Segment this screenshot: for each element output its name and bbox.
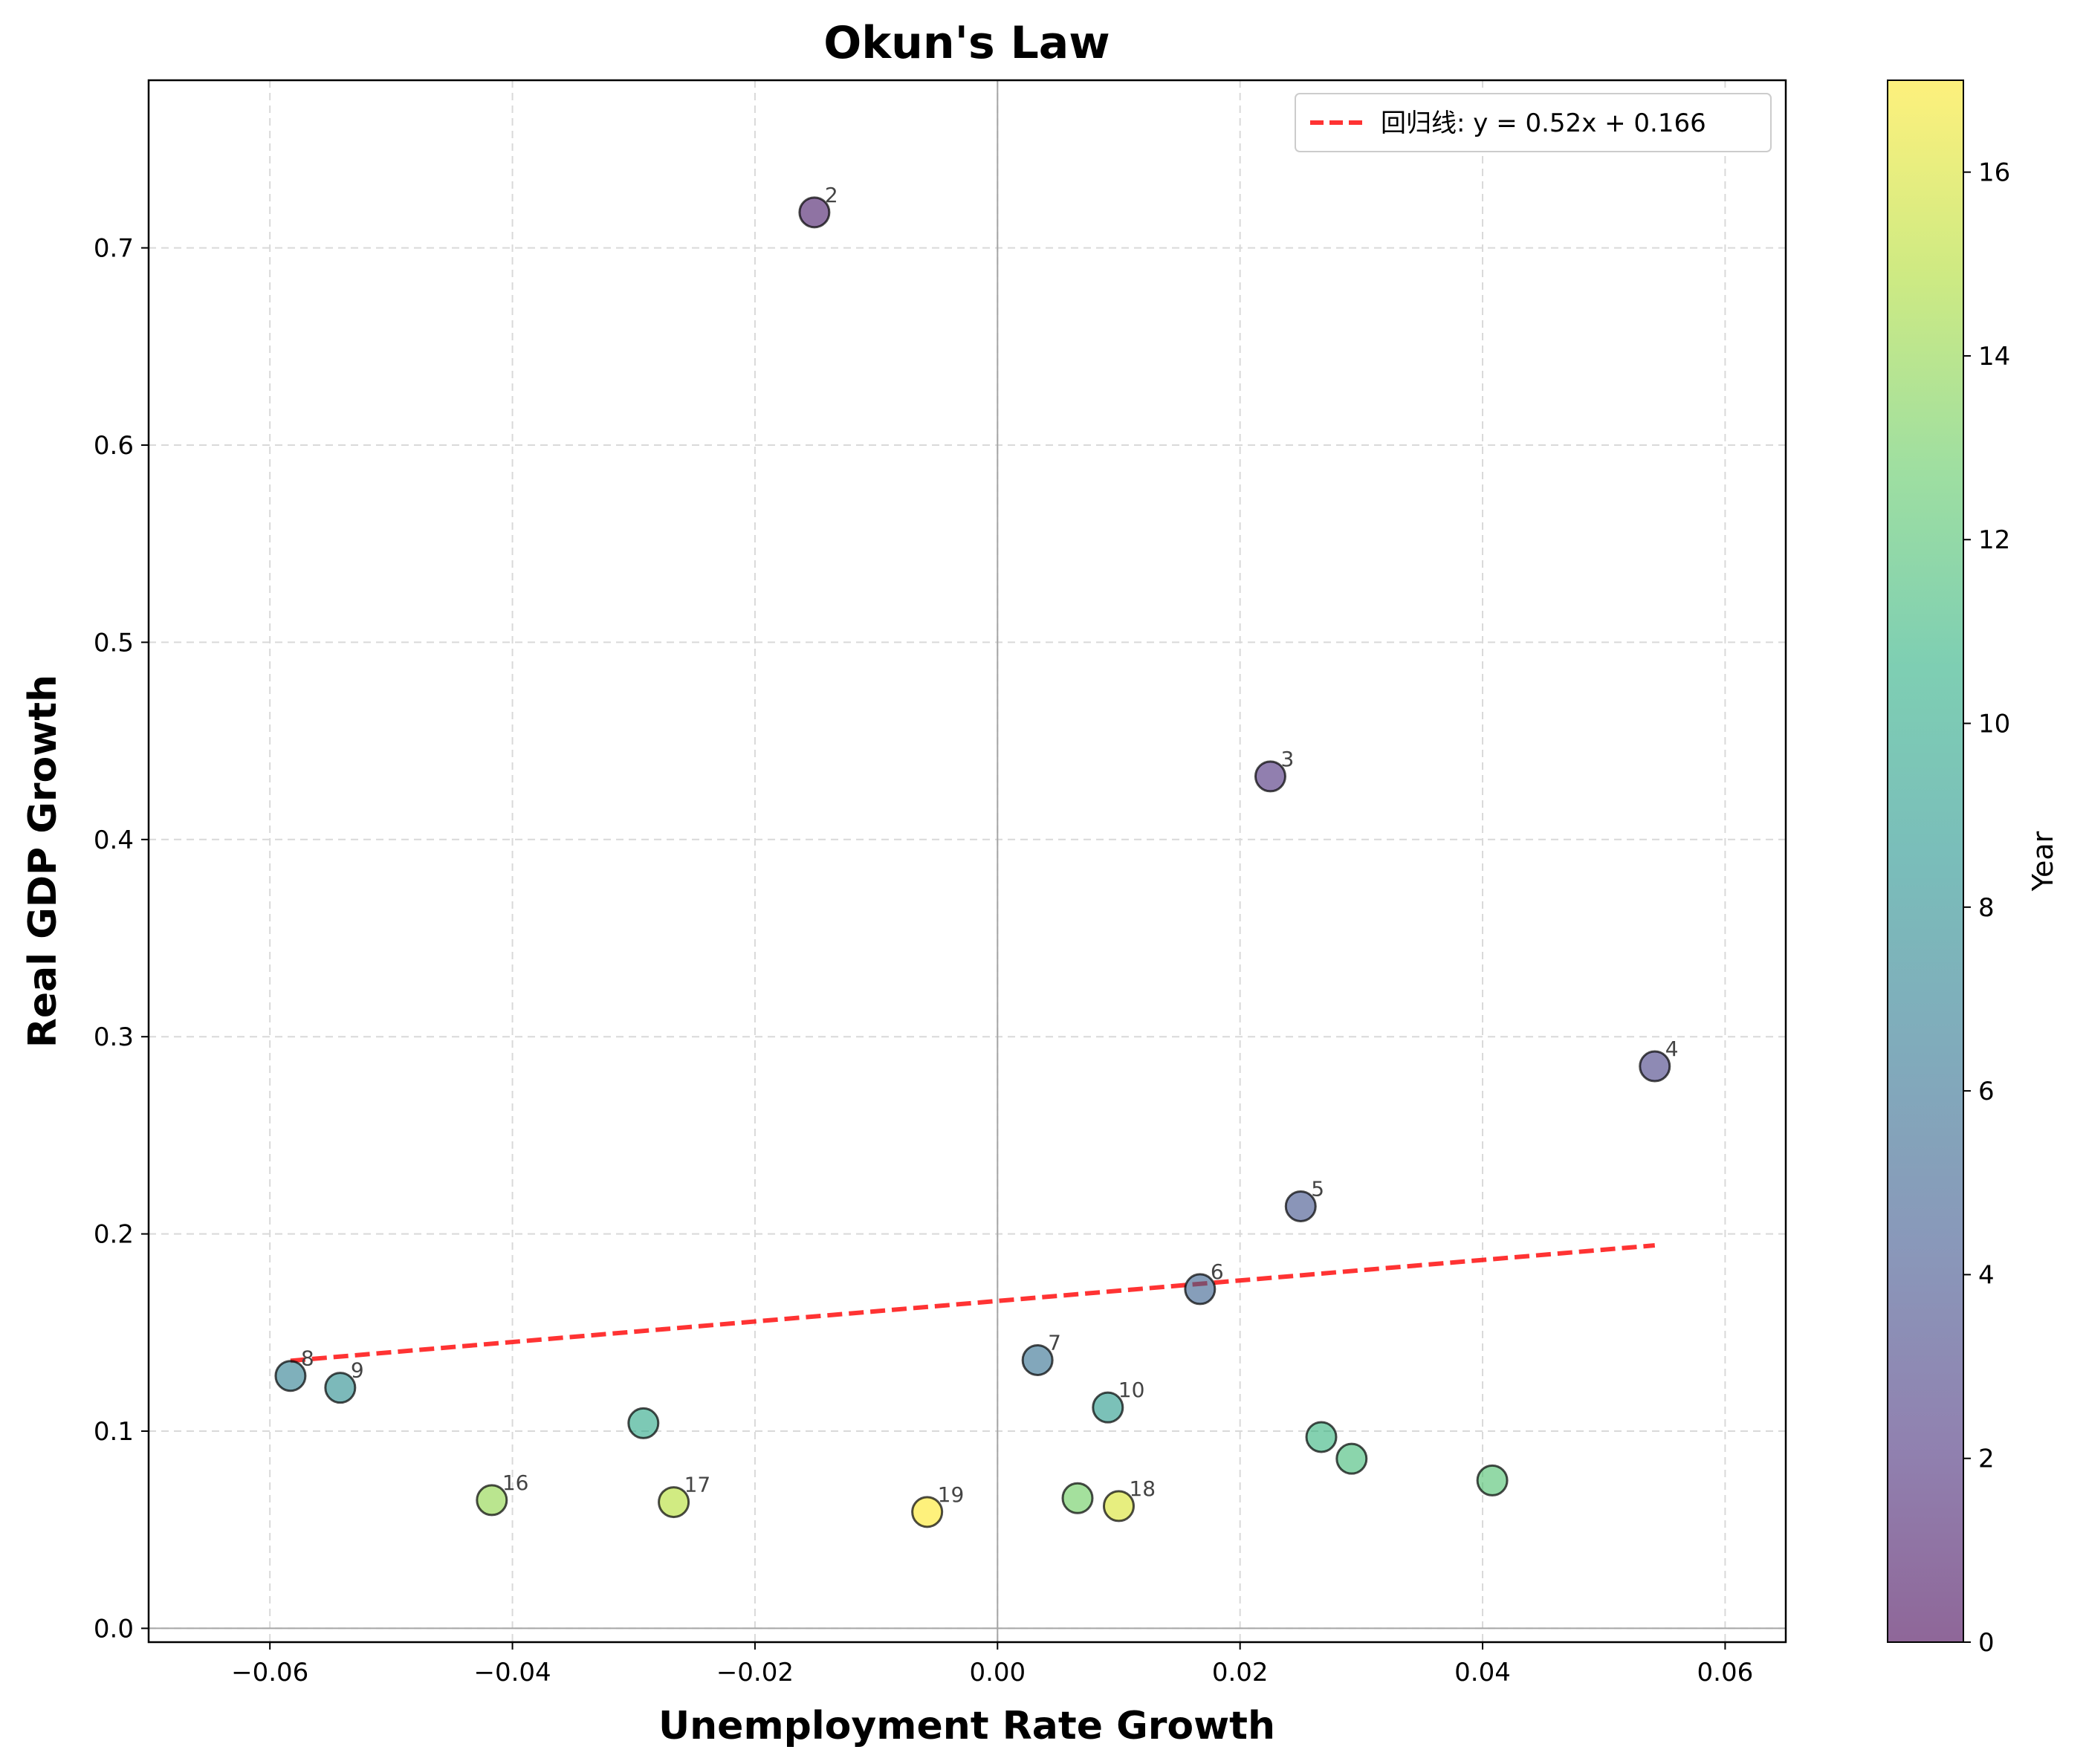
data-point-2	[1639, 1050, 1671, 1083]
y-axis-ticks: 0.0 0.1 0.2 0.3 0.4 0.5 0.6 0.7	[94, 234, 149, 1644]
x-tick-label-4: 0.02	[1212, 1658, 1269, 1687]
x-tick-label-0: −0.06	[231, 1658, 308, 1687]
chart-title: Okun's Law	[823, 17, 1110, 69]
colorbar-tick-label-2: 4	[1978, 1260, 1995, 1290]
point-label-0: 2	[825, 183, 838, 207]
data-point-13	[1061, 1482, 1094, 1514]
x-axis-label: Unemployment Rate Growth	[658, 1704, 1275, 1748]
colorbar-tick-label-8: 16	[1978, 158, 2010, 188]
data-point-11	[1335, 1442, 1368, 1475]
x-tick-label-6: 0.06	[1697, 1658, 1754, 1687]
legend-fit-line-label: 回归线: y = 0.52x + 0.166	[1381, 108, 1706, 138]
colorbar-tick-label-7: 14	[1978, 342, 2010, 372]
fit-line	[290, 1243, 1656, 1363]
colorbar-tick-label-4: 8	[1978, 893, 1995, 923]
data-point-4	[1184, 1273, 1217, 1306]
x-tick-label-3: 0.00	[969, 1658, 1026, 1687]
data-point-6	[274, 1360, 307, 1392]
point-label-4: 6	[1211, 1259, 1224, 1284]
regression-fit	[290, 1243, 1656, 1363]
reference-lines	[149, 80, 1786, 1642]
data-point-10	[1305, 1421, 1338, 1453]
plot-frame	[147, 79, 1787, 1644]
data-point-8	[1092, 1391, 1124, 1424]
data-point-7	[324, 1372, 357, 1404]
colorbar-tick-label-3: 6	[1978, 1077, 1995, 1106]
y-tick-label-7: 0.7	[94, 234, 134, 264]
legend-box	[1295, 93, 1772, 152]
data-point-9	[627, 1407, 660, 1439]
grid	[149, 80, 1786, 1642]
point-label-14: 16	[502, 1470, 529, 1495]
y-axis-label: Real GDP Growth	[21, 675, 65, 1048]
point-label-7: 9	[351, 1358, 364, 1383]
colorbar-gradient	[1888, 80, 1963, 1642]
data-point-5	[1021, 1343, 1054, 1376]
y-tick-label-3: 0.3	[94, 1022, 134, 1052]
y-tick-label-0: 0.0	[94, 1614, 134, 1644]
y-tick-label-6: 0.6	[94, 431, 134, 461]
point-label-16: 18	[1129, 1476, 1156, 1501]
point-label-2: 4	[1665, 1037, 1679, 1061]
point-labels: 2 3 4 5 6 7 8 9 10 16 17 18 19	[301, 183, 1679, 1507]
data-point-15	[658, 1486, 690, 1519]
colorbar: 0 2 4 6 8 10 12 14 16 Year	[1887, 80, 2059, 1658]
point-label-15: 17	[684, 1473, 711, 1497]
data-point-0	[798, 196, 831, 229]
colorbar-frame	[1887, 80, 1964, 1643]
data-points	[274, 196, 1671, 1528]
colorbar-tick-label-1: 2	[1978, 1444, 1995, 1474]
legend: 回归线: y = 0.52x + 0.166	[1295, 93, 1772, 152]
data-point-12	[1476, 1464, 1509, 1497]
x-tick-label-2: −0.02	[716, 1658, 794, 1687]
data-point-16	[1102, 1490, 1135, 1523]
data-point-3	[1284, 1190, 1317, 1222]
data-point-1	[1254, 760, 1286, 793]
point-label-6: 8	[301, 1346, 314, 1371]
point-label-1: 3	[1280, 747, 1294, 771]
point-label-5: 7	[1048, 1330, 1061, 1355]
colorbar-tick-label-5: 10	[1978, 710, 2010, 739]
colorbar-label: Year	[2027, 831, 2059, 892]
y-tick-label-2: 0.2	[94, 1220, 134, 1250]
point-label-8: 10	[1118, 1378, 1145, 1402]
colorbar-ticks: 0 2 4 6 8 10 12 14 16	[1963, 158, 2010, 1658]
point-label-17: 19	[938, 1482, 965, 1507]
y-tick-label-5: 0.5	[94, 628, 134, 658]
x-tick-label-1: −0.04	[473, 1658, 551, 1687]
y-tick-label-4: 0.4	[94, 826, 134, 855]
y-tick-label-1: 0.1	[94, 1417, 134, 1447]
x-axis-ticks: −0.06 −0.04 −0.02 0.00 0.02 0.04 0.06	[231, 1642, 1753, 1687]
x-tick-label-5: 0.04	[1454, 1658, 1511, 1687]
point-label-3: 5	[1311, 1176, 1324, 1201]
data-point-17	[911, 1496, 944, 1528]
colorbar-tick-label-0: 0	[1978, 1628, 1995, 1658]
colorbar-tick-label-6: 12	[1978, 525, 2010, 555]
data-point-14	[476, 1484, 508, 1517]
